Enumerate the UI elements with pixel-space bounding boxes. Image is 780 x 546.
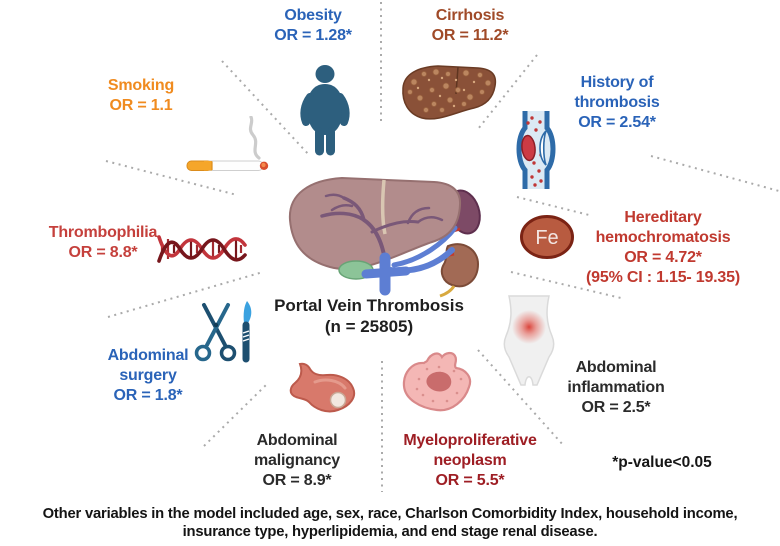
factor-name: Abdominal inflammation (567, 359, 665, 396)
factor-or-value: OR = 4.72* (624, 249, 702, 266)
factor-name: Smoking (107, 77, 175, 94)
factor-label-abdominal-malignancy: Abdominal malignancy OR = 8.9* (236, 431, 358, 491)
factor-label-thrombophilia: Thrombophilia OR = 8.8* (49, 223, 158, 263)
factor-or-value: OR = 5.5* (435, 472, 505, 489)
factor-label-abdominal-surgery: Abdominal surgery OR = 1.8* (96, 346, 200, 406)
dna-helix-icon (157, 235, 247, 263)
neoplasm-cell-icon (402, 351, 472, 412)
factor-label-smoking: Smoking OR = 1.1 (108, 76, 174, 116)
model-caption: Other variables in the model included ag… (0, 506, 780, 541)
factor-or-value: OR = 2.54* (578, 114, 656, 131)
factor-name: Cirrhosis (435, 7, 505, 24)
factor-or-value: OR = 8.9* (262, 472, 332, 489)
factor-or-value: OR = 1.8* (113, 387, 183, 404)
center-title-line1: Portal Vein Thrombosis (274, 296, 464, 315)
caption-line2: insurance type, hyperlipidemia, and end … (182, 523, 598, 540)
factor-name: Abdominal malignancy (253, 432, 341, 469)
pvalue-footnote: *p-value<0.05 (612, 454, 712, 471)
factor-or-value: OR = 1.28* (274, 27, 352, 44)
stomach-tumor-icon (289, 362, 356, 413)
factor-name: Abdominal surgery (107, 347, 189, 384)
cigarette-icon (186, 116, 269, 171)
factor-name: Myeloproliferative neoplasm (403, 432, 537, 469)
factor-label-hereditary-hemochromatosis: Hereditary hemochromatosis OR = 4.72* (9… (567, 208, 759, 288)
factor-ci-value: (95% CI : 1.15- 19.35) (586, 269, 740, 286)
factor-label-abdominal-inflammation: Abdominal inflammation OR = 2.5* (550, 358, 682, 418)
factor-name: History of thrombosis (574, 74, 660, 111)
fe-symbol-text: Fe (535, 227, 558, 249)
factor-label-history-of-thrombosis: History of thrombosis OR = 2.54* (561, 73, 673, 133)
surgical-tools-icon (194, 301, 252, 363)
caption-line1: Other variables in the model included ag… (42, 506, 738, 522)
factor-or-value: OR = 1.1 (109, 97, 173, 114)
factor-or-value: OR = 2.5* (581, 399, 651, 416)
blood-vessel-clot-icon (516, 111, 556, 189)
cirrhotic-liver-icon (402, 65, 497, 120)
center-title-line2: (n = 25805) (324, 317, 414, 336)
factor-name: Hereditary hemochromatosis (595, 209, 731, 246)
abdomen-inflammation-icon (503, 295, 555, 386)
liver-portal-system-icon (288, 176, 481, 298)
factor-or-value: OR = 8.8* (68, 244, 138, 261)
obese-person-icon (300, 65, 350, 156)
factor-or-value: OR = 11.2* (431, 27, 509, 44)
factor-label-obesity: Obesity OR = 1.28* (274, 6, 352, 46)
center-title: Portal Vein Thrombosis (n = 25805) (274, 295, 464, 337)
factor-label-myeloproliferative-neoplasm: Myeloproliferative neoplasm OR = 5.5* (382, 431, 558, 491)
iron-fe-icon: Fe (520, 215, 574, 259)
factor-name: Thrombophilia (48, 224, 158, 241)
factor-label-cirrhosis: Cirrhosis OR = 11.2* (432, 6, 509, 46)
factor-name: Obesity (284, 7, 342, 24)
